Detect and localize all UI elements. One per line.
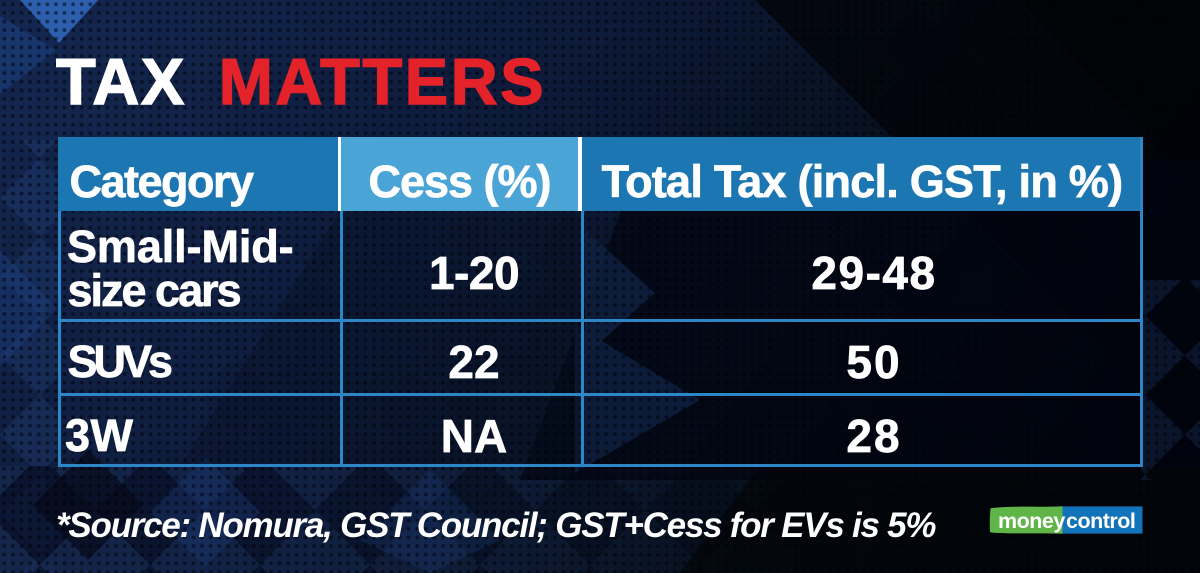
- svg-text:money: money: [998, 509, 1065, 533]
- svg-text:control: control: [1066, 509, 1135, 533]
